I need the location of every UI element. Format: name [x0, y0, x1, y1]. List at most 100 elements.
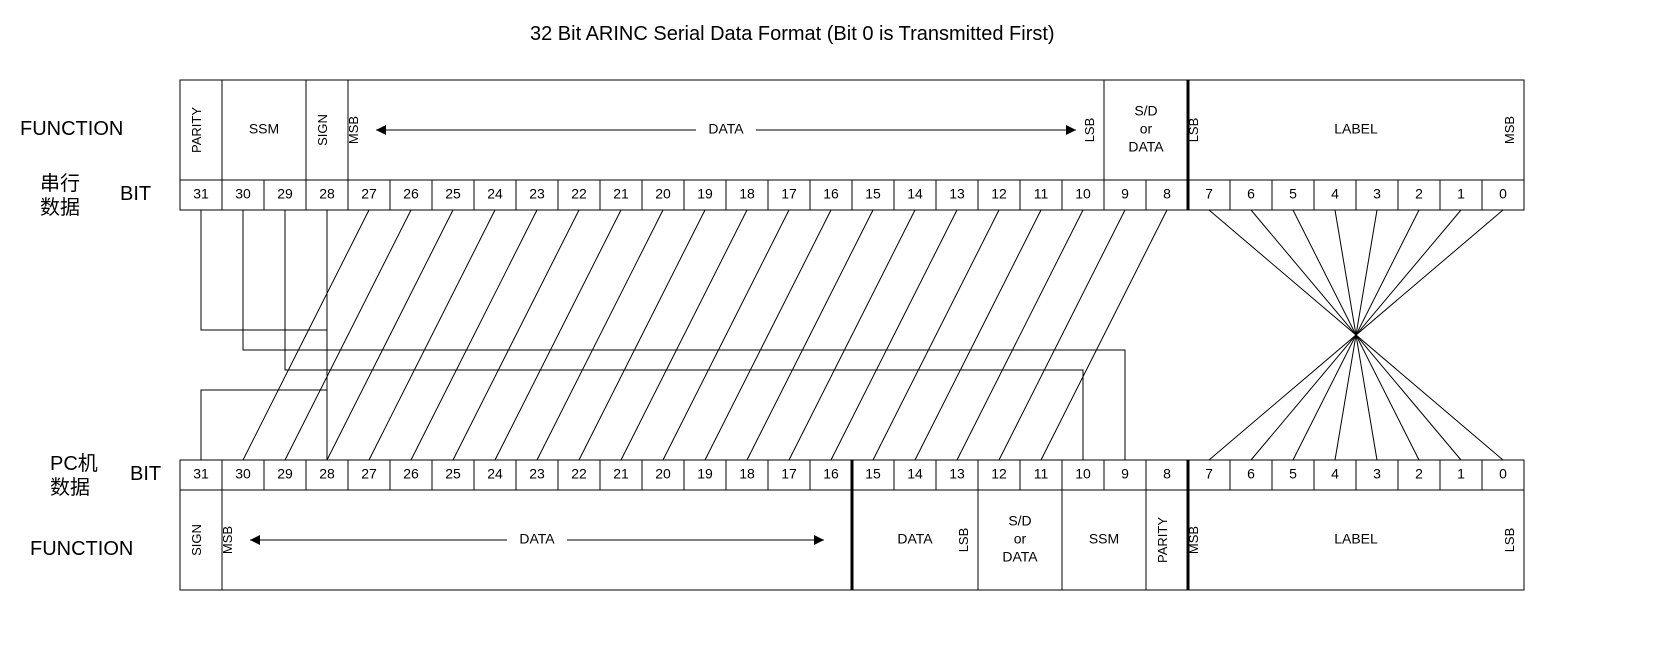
- top-bit-num: 5: [1289, 186, 1297, 202]
- top-bit-num: 6: [1247, 186, 1255, 202]
- bot-bit-num: 26: [403, 466, 419, 482]
- top-bit-num: 28: [319, 186, 335, 202]
- map-line: [579, 210, 705, 460]
- top-bit-num: 2: [1415, 186, 1423, 202]
- top-func-label: or: [1140, 121, 1153, 137]
- label-pc-1: PC机: [50, 452, 98, 475]
- bot-bit-num: 31: [193, 466, 209, 482]
- top-func-label: PARITY: [189, 107, 204, 153]
- label-function-top: FUNCTION: [20, 118, 123, 140]
- bot-bit-num: 12: [991, 466, 1007, 482]
- bot-bit-num: 22: [571, 466, 587, 482]
- bot-func-label: DATA: [519, 531, 555, 547]
- map-line: [873, 210, 999, 460]
- top-bit-num: 16: [823, 186, 839, 202]
- map-line: [327, 210, 453, 460]
- top-bit-num: 1: [1457, 186, 1465, 202]
- top-func-label: S/D: [1134, 103, 1157, 119]
- top-bit-num: 30: [235, 186, 251, 202]
- bot-func-msb-lsb: LSB: [956, 528, 971, 553]
- top-func-label: DATA: [708, 121, 744, 137]
- top-func-label: SSM: [249, 121, 279, 137]
- map-line: [495, 210, 621, 460]
- top-func-msb-lsb: MSB: [346, 116, 361, 144]
- bot-bit-num: 16: [823, 466, 839, 482]
- top-func-label: SIGN: [315, 114, 330, 146]
- top-bit-num: 24: [487, 186, 503, 202]
- bot-bit-num: 28: [319, 466, 335, 482]
- map-line: [243, 210, 369, 460]
- map-line: [621, 210, 747, 460]
- map-line: [663, 210, 789, 460]
- bot-func-label: SIGN: [189, 524, 204, 556]
- map-line: [747, 210, 873, 460]
- top-func-label: DATA: [1128, 139, 1164, 155]
- bot-bit-num: 1: [1457, 466, 1465, 482]
- bot-bit-num: 27: [361, 466, 377, 482]
- bot-bit-num: 21: [613, 466, 629, 482]
- top-bit-num: 8: [1163, 186, 1171, 202]
- top-bit-num: 21: [613, 186, 629, 202]
- bot-bit-num: 24: [487, 466, 503, 482]
- top-bit-num: 31: [193, 186, 209, 202]
- bot-func-msb-lsb: MSB: [220, 526, 235, 554]
- bot-bit-num: 20: [655, 466, 671, 482]
- bot-bit-num: 4: [1331, 466, 1339, 482]
- bot-bit-num: 25: [445, 466, 461, 482]
- bot-func-label: LABEL: [1334, 531, 1378, 547]
- top-bit-num: 29: [277, 186, 293, 202]
- label-function-bot: FUNCTION: [30, 538, 133, 560]
- map-line: [411, 210, 537, 460]
- map-line: [285, 210, 411, 460]
- top-bit-num: 7: [1205, 186, 1213, 202]
- bot-bit-num: 17: [781, 466, 797, 482]
- top-bit-num: 0: [1499, 186, 1507, 202]
- top-bit-num: 9: [1121, 186, 1129, 202]
- map-line: [789, 210, 915, 460]
- map-line: [453, 210, 579, 460]
- label-serial-2: 数据: [40, 196, 80, 219]
- bot-func-label: or: [1014, 531, 1027, 547]
- label-bit-top: BIT: [120, 183, 151, 205]
- top-bit-num: 25: [445, 186, 461, 202]
- top-bit-num: 11: [1034, 186, 1049, 202]
- map-line: [999, 210, 1125, 460]
- bot-func-label: PARITY: [1155, 517, 1170, 563]
- map-line: [1041, 210, 1167, 460]
- label-bit-bot: BIT: [130, 463, 161, 485]
- bot-bit-num: 30: [235, 466, 251, 482]
- arinc-diagram: 32 Bit ARINC Serial Data Format (Bit 0 i…: [0, 0, 1659, 668]
- top-bit-num: 22: [571, 186, 587, 202]
- title: 32 Bit ARINC Serial Data Format (Bit 0 i…: [530, 23, 1055, 45]
- bot-bit-num: 7: [1205, 466, 1213, 482]
- top-bit-num: 20: [655, 186, 671, 202]
- bot-bit-num: 15: [865, 466, 881, 482]
- bot-bit-num: 3: [1373, 466, 1381, 482]
- bot-bit-num: 10: [1075, 466, 1091, 482]
- bot-bit-num: 2: [1415, 466, 1423, 482]
- top-bit-num: 18: [739, 186, 755, 202]
- top-bit-num: 4: [1331, 186, 1339, 202]
- top-bit-num: 12: [991, 186, 1007, 202]
- bot-bit-num: 14: [907, 466, 923, 482]
- bot-func-label: SSM: [1089, 531, 1119, 547]
- map-line: [831, 210, 957, 460]
- top-bit-num: 27: [361, 186, 377, 202]
- top-bit-num: 15: [865, 186, 881, 202]
- top-func-label: LABEL: [1334, 121, 1378, 137]
- bot-bit-num: 23: [529, 466, 545, 482]
- bot-func-label: DATA: [1002, 549, 1038, 565]
- bot-bit-num: 29: [277, 466, 293, 482]
- bot-bit-num: 18: [739, 466, 755, 482]
- top-bit-num: 26: [403, 186, 419, 202]
- bot-func-label: DATA: [897, 531, 933, 547]
- bot-bit-num: 11: [1034, 466, 1049, 482]
- top-bit-num: 19: [697, 186, 713, 202]
- bot-bit-num: 9: [1121, 466, 1129, 482]
- map-elbow: [201, 210, 327, 460]
- top-bit-num: 23: [529, 186, 545, 202]
- bot-bit-num: 5: [1289, 466, 1297, 482]
- map-line: [537, 210, 663, 460]
- bot-bit-num: 13: [949, 466, 965, 482]
- bot-bit-num: 19: [697, 466, 713, 482]
